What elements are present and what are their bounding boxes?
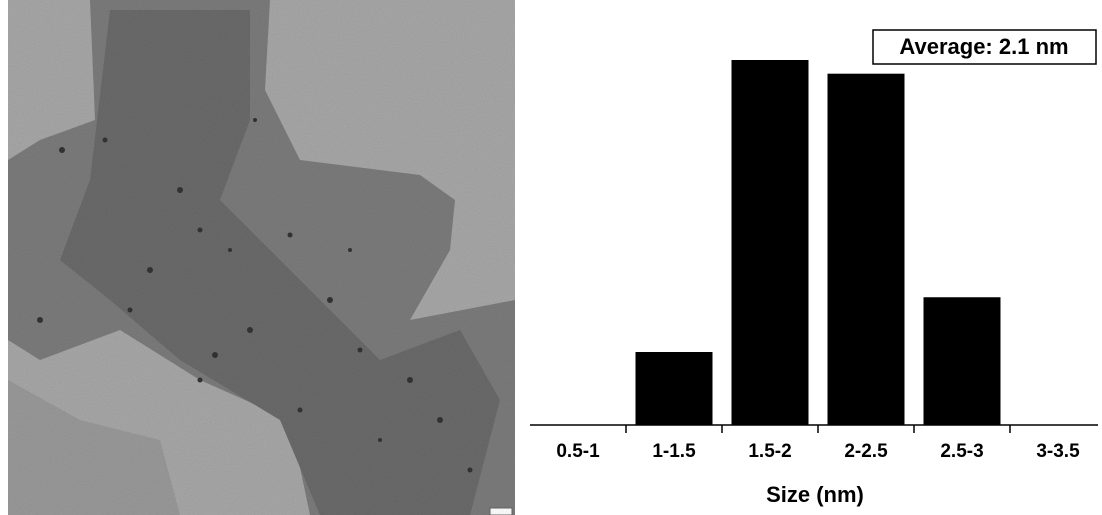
x-tick-label: 0.5-1 [556, 441, 600, 462]
x-axis-label: Size (nm) [766, 482, 864, 507]
support-film-dense [60, 10, 500, 515]
x-tick-label: 2-2.5 [844, 441, 888, 462]
bar [731, 60, 809, 425]
x-tick-label: 1-1.5 [652, 441, 696, 462]
nanoparticles [37, 118, 473, 473]
bar [923, 297, 1001, 425]
x-tick-label: 1.5-2 [748, 441, 791, 462]
annotation-box [872, 29, 1097, 65]
annotation: Average: 2.1 nm [899, 34, 1068, 59]
x-tick-label: 3-3.5 [1036, 441, 1080, 462]
scale-bar [489, 507, 513, 515]
support-film-edge [8, 380, 180, 515]
x-tick-label: 2.5-3 [940, 441, 983, 462]
bar [635, 352, 713, 425]
tem-micrograph [8, 0, 515, 515]
bar [827, 73, 905, 425]
